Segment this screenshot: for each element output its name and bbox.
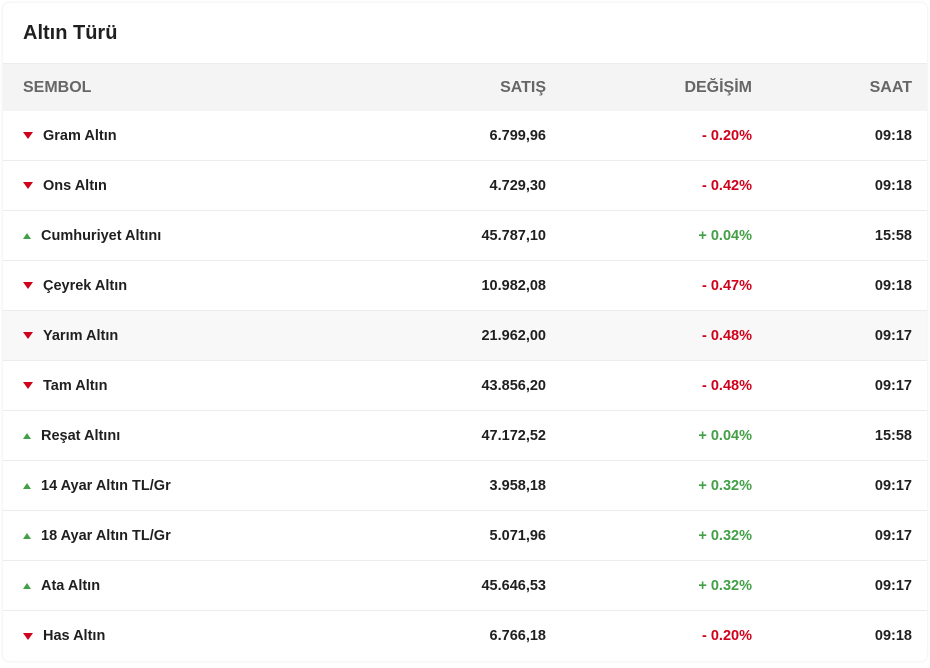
update-time: 09:18 [874,628,912,644]
table-row[interactable]: Cumhuriyet Altını 45.787,10 + 0.04% 15:5… [3,211,927,261]
sell-price: 10.982,08 [481,277,546,294]
update-time: 09:17 [874,477,912,494]
symbol-name: Cumhuriyet Altını [41,227,162,244]
column-header-change[interactable]: DEĞİŞİM [684,78,752,96]
change-percent: - 0.47% [702,277,752,294]
sell-price: 5.071,96 [489,527,546,544]
arrow-up-icon [23,532,31,539]
table-row[interactable]: Ons Altın 4.729,30 - 0.42% 09:18 [3,161,927,211]
sell-price: 6.799,96 [489,127,546,144]
change-percent: - 0.20% [702,628,752,644]
sell-price: 4.729,30 [489,177,546,194]
arrow-down-icon [23,282,33,289]
gold-price-card: Altın Türü SEMBOL SATIŞ DEĞİŞİM SAAT Gra… [3,3,927,661]
symbol-name: Has Altın [43,628,106,644]
symbol-name: Ons Altın [43,177,107,194]
arrow-up-icon [23,232,31,239]
table-row[interactable]: Gram Altın 6.799,96 - 0.20% 09:18 [3,111,927,161]
column-header-time[interactable]: SAAT [869,78,912,96]
update-time: 09:17 [874,527,912,544]
sell-price: 21.962,00 [481,327,546,344]
update-time: 09:18 [874,277,912,294]
column-header-sell[interactable]: SATIŞ [500,78,546,96]
symbol-name: Yarım Altın [43,327,119,344]
change-percent: - 0.42% [702,177,752,194]
sell-price: 45.787,10 [481,227,546,244]
arrow-down-icon [23,382,33,389]
change-percent: - 0.48% [702,327,752,344]
table-row[interactable]: Reşat Altını 47.172,52 + 0.04% 15:58 [3,411,927,461]
symbol-name: Reşat Altını [41,427,121,444]
card-title: Altın Türü [23,21,118,44]
table-row[interactable]: Yarım Altın 21.962,00 - 0.48% 09:17 [3,311,927,361]
update-time: 09:17 [874,377,912,394]
symbol-name: 18 Ayar Altın TL/Gr [41,527,171,544]
table-row[interactable]: 14 Ayar Altın TL/Gr 3.958,18 + 0.32% 09:… [3,461,927,511]
sell-price: 47.172,52 [481,427,546,444]
update-time: 09:17 [874,577,912,594]
update-time: 15:58 [874,227,912,244]
change-percent: + 0.32% [698,527,752,544]
table-body: Gram Altın 6.799,96 - 0.20% 09:18 Ons Al… [3,111,927,661]
symbol-name: Tam Altın [43,377,108,394]
table-row[interactable]: 18 Ayar Altın TL/Gr 5.071,96 + 0.32% 09:… [3,511,927,561]
table-row[interactable]: Çeyrek Altın 10.982,08 - 0.47% 09:18 [3,261,927,311]
symbol-name: 14 Ayar Altın TL/Gr [41,477,171,494]
symbol-name: Gram Altın [43,127,117,144]
change-percent: + 0.32% [698,477,752,494]
table-row[interactable]: Ata Altın 45.646,53 + 0.32% 09:17 [3,561,927,611]
arrow-down-icon [23,182,33,189]
update-time: 09:18 [874,177,912,194]
change-percent: - 0.48% [702,377,752,394]
arrow-down-icon [23,632,33,640]
change-percent: - 0.20% [702,127,752,144]
update-time: 15:58 [874,427,912,444]
arrow-down-icon [23,332,33,339]
sell-price: 45.646,53 [481,577,546,594]
table-row[interactable]: Tam Altın 43.856,20 - 0.48% 09:17 [3,361,927,411]
arrow-up-icon [23,482,31,489]
table-row[interactable]: Has Altın 6.766,18 - 0.20% 09:18 [3,611,927,661]
sell-price: 6.766,18 [489,628,546,644]
sell-price: 43.856,20 [481,377,546,394]
table-header: SEMBOL SATIŞ DEĞİŞİM SAAT [3,63,927,111]
change-percent: + 0.04% [698,427,752,444]
change-percent: + 0.04% [698,227,752,244]
symbol-name: Çeyrek Altın [43,277,128,294]
update-time: 09:18 [874,127,912,144]
sell-price: 3.958,18 [489,477,546,494]
arrow-up-icon [23,432,31,439]
change-percent: + 0.32% [698,577,752,594]
arrow-down-icon [23,132,33,139]
update-time: 09:17 [874,327,912,344]
symbol-name: Ata Altın [41,577,101,594]
arrow-up-icon [23,582,31,589]
column-header-symbol[interactable]: SEMBOL [23,78,92,96]
